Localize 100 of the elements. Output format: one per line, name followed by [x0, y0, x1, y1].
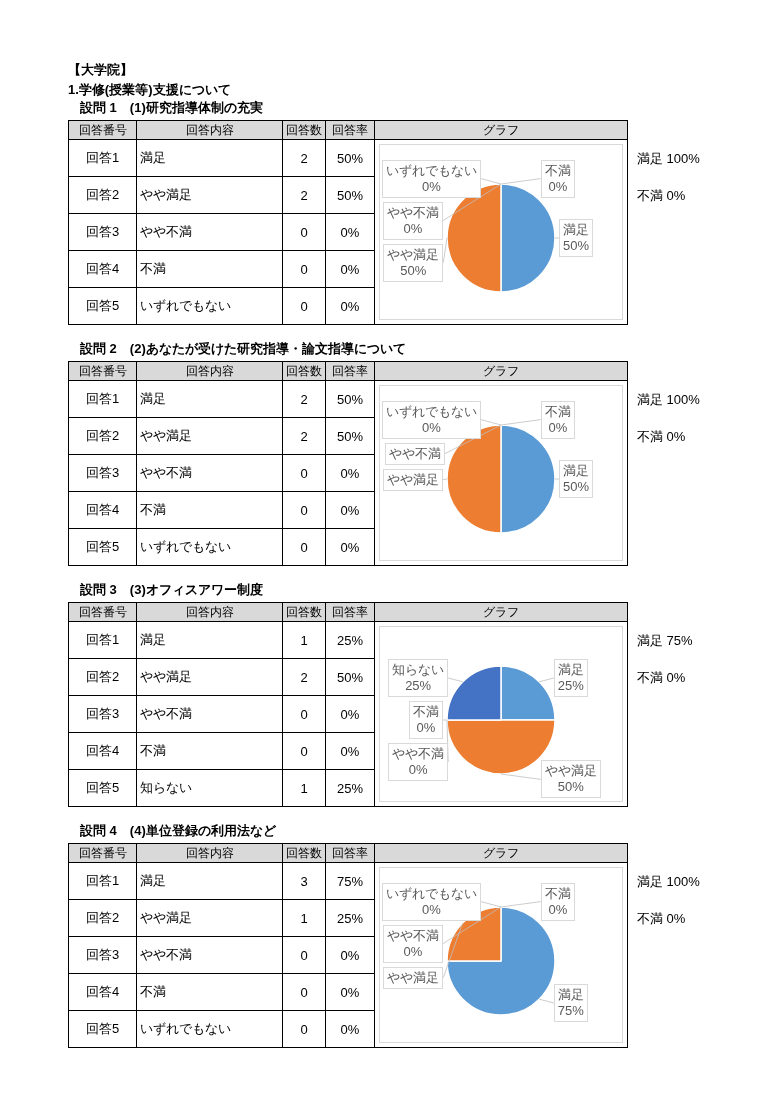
- text: 2: [300, 669, 308, 685]
- text: 回答率: [332, 844, 368, 862]
- text: 50%: [336, 391, 364, 407]
- data-label: 0%: [422, 419, 441, 435]
- chart-title: グラフ: [483, 844, 519, 862]
- text: やや満足: [140, 909, 192, 927]
- slice-label: やや不満: [387, 927, 439, 943]
- slice-label: やや満足: [387, 969, 440, 985]
- text: 回答数: [286, 362, 322, 380]
- text: 0: [300, 1021, 308, 1037]
- text: 回答1: [85, 390, 120, 408]
- text: 0%: [340, 465, 360, 481]
- text: 回答3: [85, 946, 120, 964]
- text: 設問 4 (4)単位登録の利用法など: [79, 822, 277, 839]
- text: 知らない: [140, 779, 192, 797]
- text: 回答番号: [78, 121, 127, 139]
- slice-label: いずれでもない: [386, 885, 477, 901]
- text: 1: [300, 910, 308, 926]
- slice-label: 不満: [544, 885, 571, 901]
- text: いずれでもない: [140, 297, 231, 315]
- text: 不満: [140, 983, 166, 1001]
- data-label: 50%: [563, 479, 590, 494]
- text: 回答4: [85, 260, 120, 278]
- text: 2: [300, 391, 308, 407]
- text: 0: [300, 261, 308, 277]
- text: 0%: [340, 298, 360, 314]
- text: 1.学修(授業等)支援について: [68, 81, 231, 99]
- text: 不満: [140, 501, 166, 519]
- text: 回答数: [286, 844, 322, 862]
- text: 回答内容: [185, 121, 234, 139]
- slice-label: やや不満: [388, 445, 441, 461]
- text: 回答5: [85, 1020, 120, 1038]
- text: 0: [300, 947, 308, 963]
- text: 0: [300, 984, 308, 1000]
- text: 不満 0%: [637, 670, 686, 686]
- text: 25%: [336, 780, 364, 796]
- text: やや不満: [140, 223, 192, 241]
- text: 回答内容: [185, 603, 234, 621]
- text: 回答2: [85, 909, 120, 927]
- text: 0: [300, 224, 308, 240]
- slice-label: 満足: [557, 662, 584, 677]
- data-label: 75%: [557, 1003, 584, 1018]
- text: 回答1: [85, 872, 120, 890]
- text: 回答番号: [78, 603, 127, 621]
- text: 回答番号: [78, 362, 127, 380]
- text: やや満足: [140, 427, 192, 445]
- text: 0%: [340, 261, 360, 277]
- text: 回答4: [85, 501, 120, 519]
- text: 50%: [336, 669, 364, 685]
- data-label: 0%: [548, 901, 568, 917]
- text: 満足: [140, 149, 166, 167]
- data-label: 0%: [403, 943, 423, 959]
- text: やや不満: [140, 946, 192, 964]
- text: 1: [300, 780, 308, 796]
- text: 2: [300, 150, 308, 166]
- data-label: 25%: [557, 678, 584, 693]
- text: 2: [300, 428, 308, 444]
- slice-label: やや満足: [387, 471, 439, 487]
- text: 回答1: [85, 149, 120, 167]
- text: 3: [300, 873, 308, 889]
- slice-label: 不満: [544, 403, 571, 419]
- text: 回答2: [85, 668, 120, 686]
- text: 0: [300, 502, 308, 518]
- text: 満足: [140, 872, 166, 890]
- text: 回答内容: [185, 844, 234, 862]
- slice-label: いずれでもない: [386, 403, 477, 419]
- slice-label: 知らない: [392, 662, 445, 677]
- data-label: 0%: [416, 720, 436, 735]
- text: 回答3: [85, 464, 120, 482]
- text: 0%: [340, 1021, 360, 1037]
- text: 回答2: [85, 186, 120, 204]
- text: 50%: [336, 187, 364, 203]
- text: 設問 2 (2)あなたが受けた研究指導・論文指導について: [79, 340, 406, 357]
- slice-label: 満足: [563, 463, 589, 478]
- slice-label: 満足: [557, 987, 584, 1002]
- text: 0%: [340, 984, 360, 1000]
- text: 回答5: [85, 297, 120, 315]
- text: 回答内容: [185, 362, 234, 380]
- text: 0: [300, 743, 308, 759]
- text: 50%: [336, 428, 364, 444]
- text: 0: [300, 465, 308, 481]
- text: 回答5: [85, 779, 120, 797]
- text: 50%: [336, 150, 364, 166]
- text: 回答1: [85, 631, 120, 649]
- text: 設問 1 (1)研究指導体制の充実: [79, 99, 264, 116]
- text: 不満 0%: [637, 429, 686, 445]
- text: 満足: [140, 631, 166, 649]
- text: 回答率: [332, 121, 368, 139]
- text: 回答2: [85, 427, 120, 445]
- text: いずれでもない: [140, 1020, 231, 1038]
- data-label: 25%: [405, 678, 432, 693]
- slice-label: やや満足: [544, 763, 597, 779]
- text: やや不満: [140, 464, 192, 482]
- text: 回答4: [85, 742, 120, 760]
- text: 不満 0%: [637, 911, 686, 927]
- text: 設問 3 (3)オフィスアワー制度: [79, 581, 264, 598]
- slice-label: 不満: [413, 704, 439, 719]
- text: 【大学院】: [68, 61, 134, 79]
- text: 75%: [336, 873, 364, 889]
- text: 0: [300, 706, 308, 722]
